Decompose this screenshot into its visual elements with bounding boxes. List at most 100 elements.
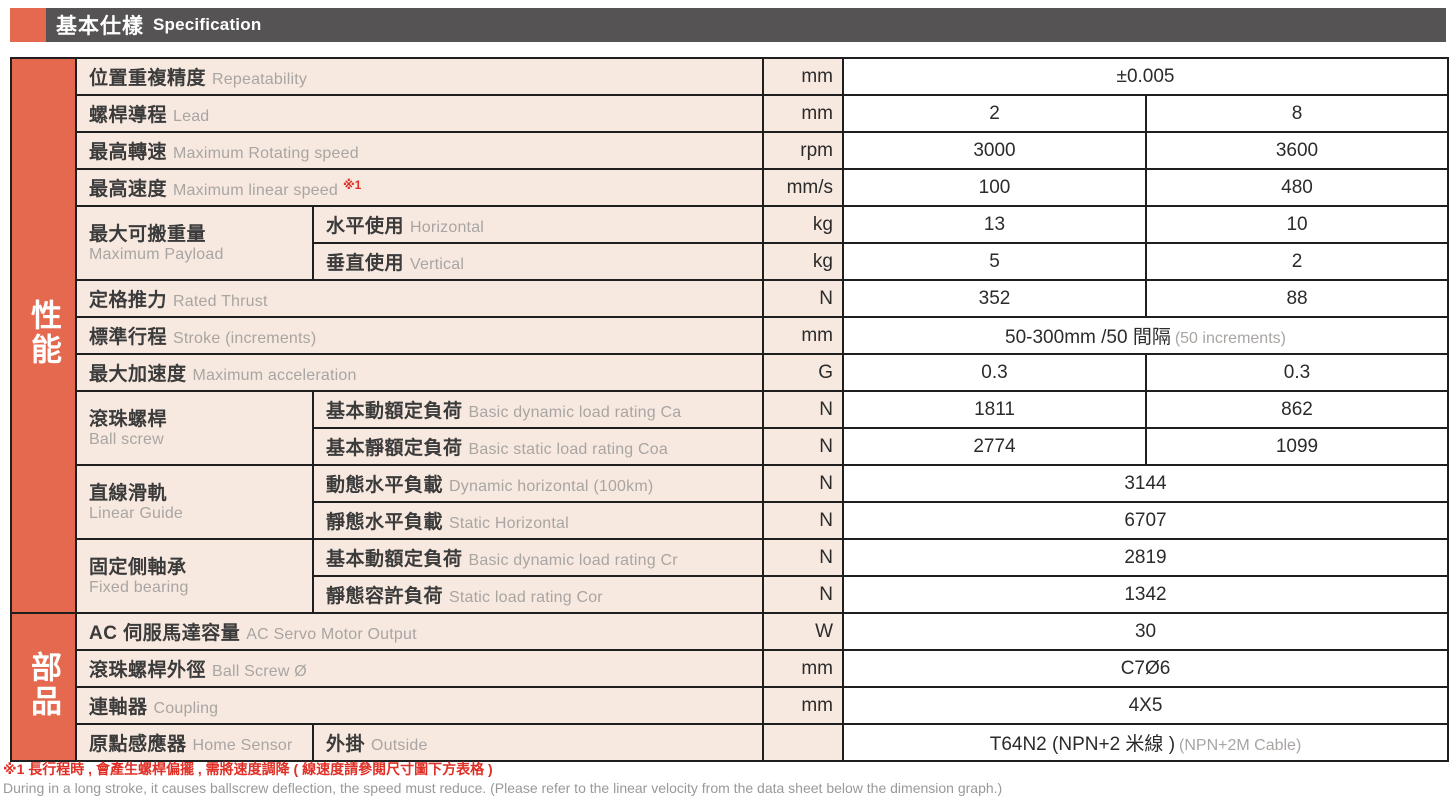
table-row: 靜態水平負載 Static Horizontal N 6707 [11,501,1450,540]
label-cell: 滾珠螺桿外徑 Ball Screw Ø [75,649,764,688]
unit-cell: rpm [762,131,844,170]
table-row: 螺桿導程 Lead mm 2 8 [11,94,1450,133]
header-bar: 基本仕樣 Specification [46,8,1446,42]
value-cell: 2 [1144,242,1450,281]
sublabel-cell: 垂直使用 Vertical [312,242,764,281]
label-zh: 最大加速度 [89,364,187,385]
group-label-en: Fixed bearing [89,578,189,596]
sublabel-cell: 動態水平負載 Dynamic horizontal (100km) [312,464,764,503]
table-row: 最大加速度 Maximum acceleration G 0.3 0.3 [11,353,1450,392]
label-en: Home Sensor [192,737,293,754]
group-label-zh: 固定側軸承 [89,556,187,578]
unit-cell: W [762,612,844,651]
group-label-zh: 直線滑軌 [89,482,168,504]
unit-cell: mm [762,649,844,688]
label-en: Maximum linear speed [173,182,338,199]
unit-cell: N [762,279,844,318]
unit-cell: G [762,353,844,392]
label-en: Dynamic horizontal (100km) [449,478,654,495]
value-sub: (NPN+2M Cable) [1179,737,1302,754]
label-zh: 滾珠螺桿外徑 [89,660,207,681]
label-zh: 基本靜額定負荷 [326,438,463,459]
label-cell: 最高轉速 Maximum Rotating speed [75,131,764,170]
value-cell: 3000 [842,131,1147,170]
label-en: AC Servo Motor Output [246,626,417,643]
group-cell: 直線滑軌 Linear Guide [75,464,314,540]
group-cell: 最大可搬重量 Maximum Payload [75,205,314,281]
label-en: Basic dynamic load rating Ca [468,404,682,421]
table-row: 原點感應器 Home Sensor 外掛 Outside T64N2 (NPN+2 … [11,723,1450,762]
unit-cell: mm/s [762,168,844,207]
value-cell: 0.3 [1144,353,1450,392]
value-cell: 10 [1144,205,1450,244]
value-cell: ±0.005 [841,57,1450,96]
label-en: Lead [173,108,210,125]
table-row: 性能 位置重複精度 Repeatability mm ±0.005 [10,57,1450,614]
label-en: Coupling [153,700,219,717]
label-en: Stroke (increments) [173,330,317,347]
value-cell: 6707 [841,501,1450,540]
value-cell: 3144 [841,464,1450,503]
value-cell: 5 [842,242,1147,281]
group-label-en: Linear Guide [89,504,184,522]
label-cell: 最高速度 Maximum linear speed ※1 [75,168,764,207]
label-zh: 外掛 [326,734,366,755]
unit-cell: N [762,464,844,503]
value-cell: 2819 [841,538,1450,577]
value-cell: 3600 [1144,131,1450,170]
label-zh: 水平使用 [326,216,405,237]
group-label-en: Ball screw [89,430,164,448]
unit-cell: kg [762,242,844,281]
label-en: Outside [371,737,428,754]
label-cell: 連軸器 Coupling [75,686,764,725]
label-en: Repeatability [212,71,308,88]
label-en: Horizontal [410,219,485,236]
label-cell: 位置重複精度 Repeatability [75,57,764,96]
label-zh: 垂直使用 [326,253,405,274]
value-main: T64N2 (NPN+2 米線 ) [989,734,1176,755]
value-cell: 352 [842,279,1147,318]
sidebar-parts: 部品 [10,612,77,762]
table-row: 最高速度 Maximum linear speed ※1 mm/s 100 480 [11,168,1450,207]
label-en: Ball Screw Ø [212,663,307,680]
sublabel-cell: 基本靜額定負荷 Basic static load rating Coa [312,427,764,466]
group-label-zh: 最大可搬重量 [89,223,207,245]
group-cell: 滾珠螺桿 Ball screw [75,390,314,466]
label-zh: 基本動額定負荷 [326,401,463,422]
label-zh: AC 伺服馬達容量 [89,623,241,644]
value-cell: 1342 [841,575,1450,614]
label-zh: 位置重複精度 [89,68,207,89]
label-zh: 螺桿導程 [89,105,168,126]
value-cell: 480 [1144,168,1450,207]
label-en: Vertical [410,256,465,273]
unit-cell: N [762,575,844,614]
label-zh: 靜態水平負載 [326,512,444,533]
value-cell: 8 [1144,94,1450,133]
table-row: 直線滑軌 Linear Guide 動態水平負載 Dynamic horizonta… [11,464,1450,540]
label-cell: 螺桿導程 Lead [75,94,764,133]
label-en: Static load rating Cor [449,589,603,606]
sidebar-parts-label: 部品 [26,650,61,719]
label-en: Maximum Rotating speed [173,145,359,162]
label-cell: 標準行程 Stroke (increments) [75,316,764,355]
label-zh: 連軸器 [89,697,148,718]
table-row: 垂直使用 Vertical kg 5 2 [11,242,1450,281]
label-zh: 動態水平負載 [326,475,444,496]
value-cell: T64N2 (NPN+2 米線 ) (NPN+2M Cable) [841,723,1450,762]
table-row: 滾珠螺桿外徑 Ball Screw Ø mm C7Ø6 [11,649,1450,688]
unit-cell: mm [762,316,844,355]
value-cell: 1811 [842,390,1147,429]
table-row: 固定側軸承 Fixed bearing 基本動額定負荷 Basic dynamic … [11,538,1450,614]
value-cell: 2 [842,94,1147,133]
section-header: 基本仕樣 Specification [0,8,1446,42]
label-cell: 原點感應器 Home Sensor [75,723,314,762]
value-cell: 88 [1144,279,1450,318]
unit-cell: N [762,390,844,429]
label-cell: AC 伺服馬達容量 AC Servo Motor Output [75,612,764,651]
value-cell: 2774 [842,427,1147,466]
unit-cell: N [762,501,844,540]
value-cell: 4X5 [841,686,1450,725]
sublabel-cell: 水平使用 Horizontal [312,205,764,244]
table-row: 定格推力 Rated Thrust N 352 88 [11,279,1450,318]
label-zh: 最高轉速 [89,142,168,163]
